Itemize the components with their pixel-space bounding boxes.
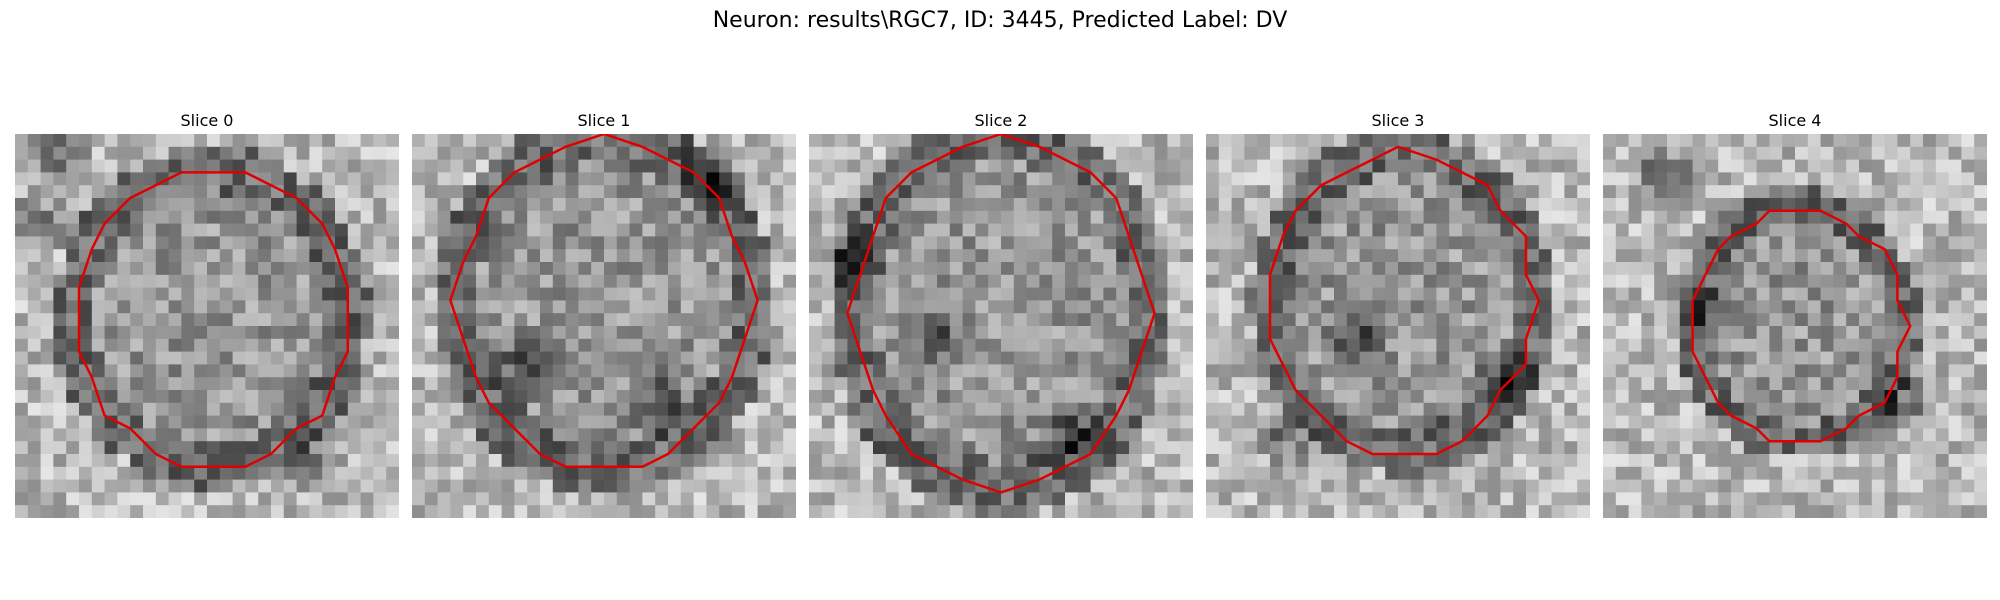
slice-panel-4: Slice 4 — [1603, 110, 1987, 518]
slice-title-4: Slice 4 — [1603, 110, 1987, 132]
slice-image-4 — [1603, 134, 1987, 518]
slice-image-2 — [809, 134, 1193, 518]
slice-panel-1: Slice 1 — [412, 110, 796, 518]
slice-panel-3: Slice 3 — [1206, 110, 1590, 518]
slice-panel-0: Slice 0 — [15, 110, 399, 518]
slice-title-1: Slice 1 — [412, 110, 796, 132]
slice-title-3: Slice 3 — [1206, 110, 1590, 132]
slice-image-0 — [15, 134, 399, 518]
slice-image-1 — [412, 134, 796, 518]
slice-panel-2: Slice 2 — [809, 110, 1193, 518]
slice-image-3 — [1206, 134, 1590, 518]
figure-title: Neuron: results\RGC7, ID: 3445, Predicte… — [0, 8, 2000, 33]
slice-title-2: Slice 2 — [809, 110, 1193, 132]
slice-title-0: Slice 0 — [15, 110, 399, 132]
